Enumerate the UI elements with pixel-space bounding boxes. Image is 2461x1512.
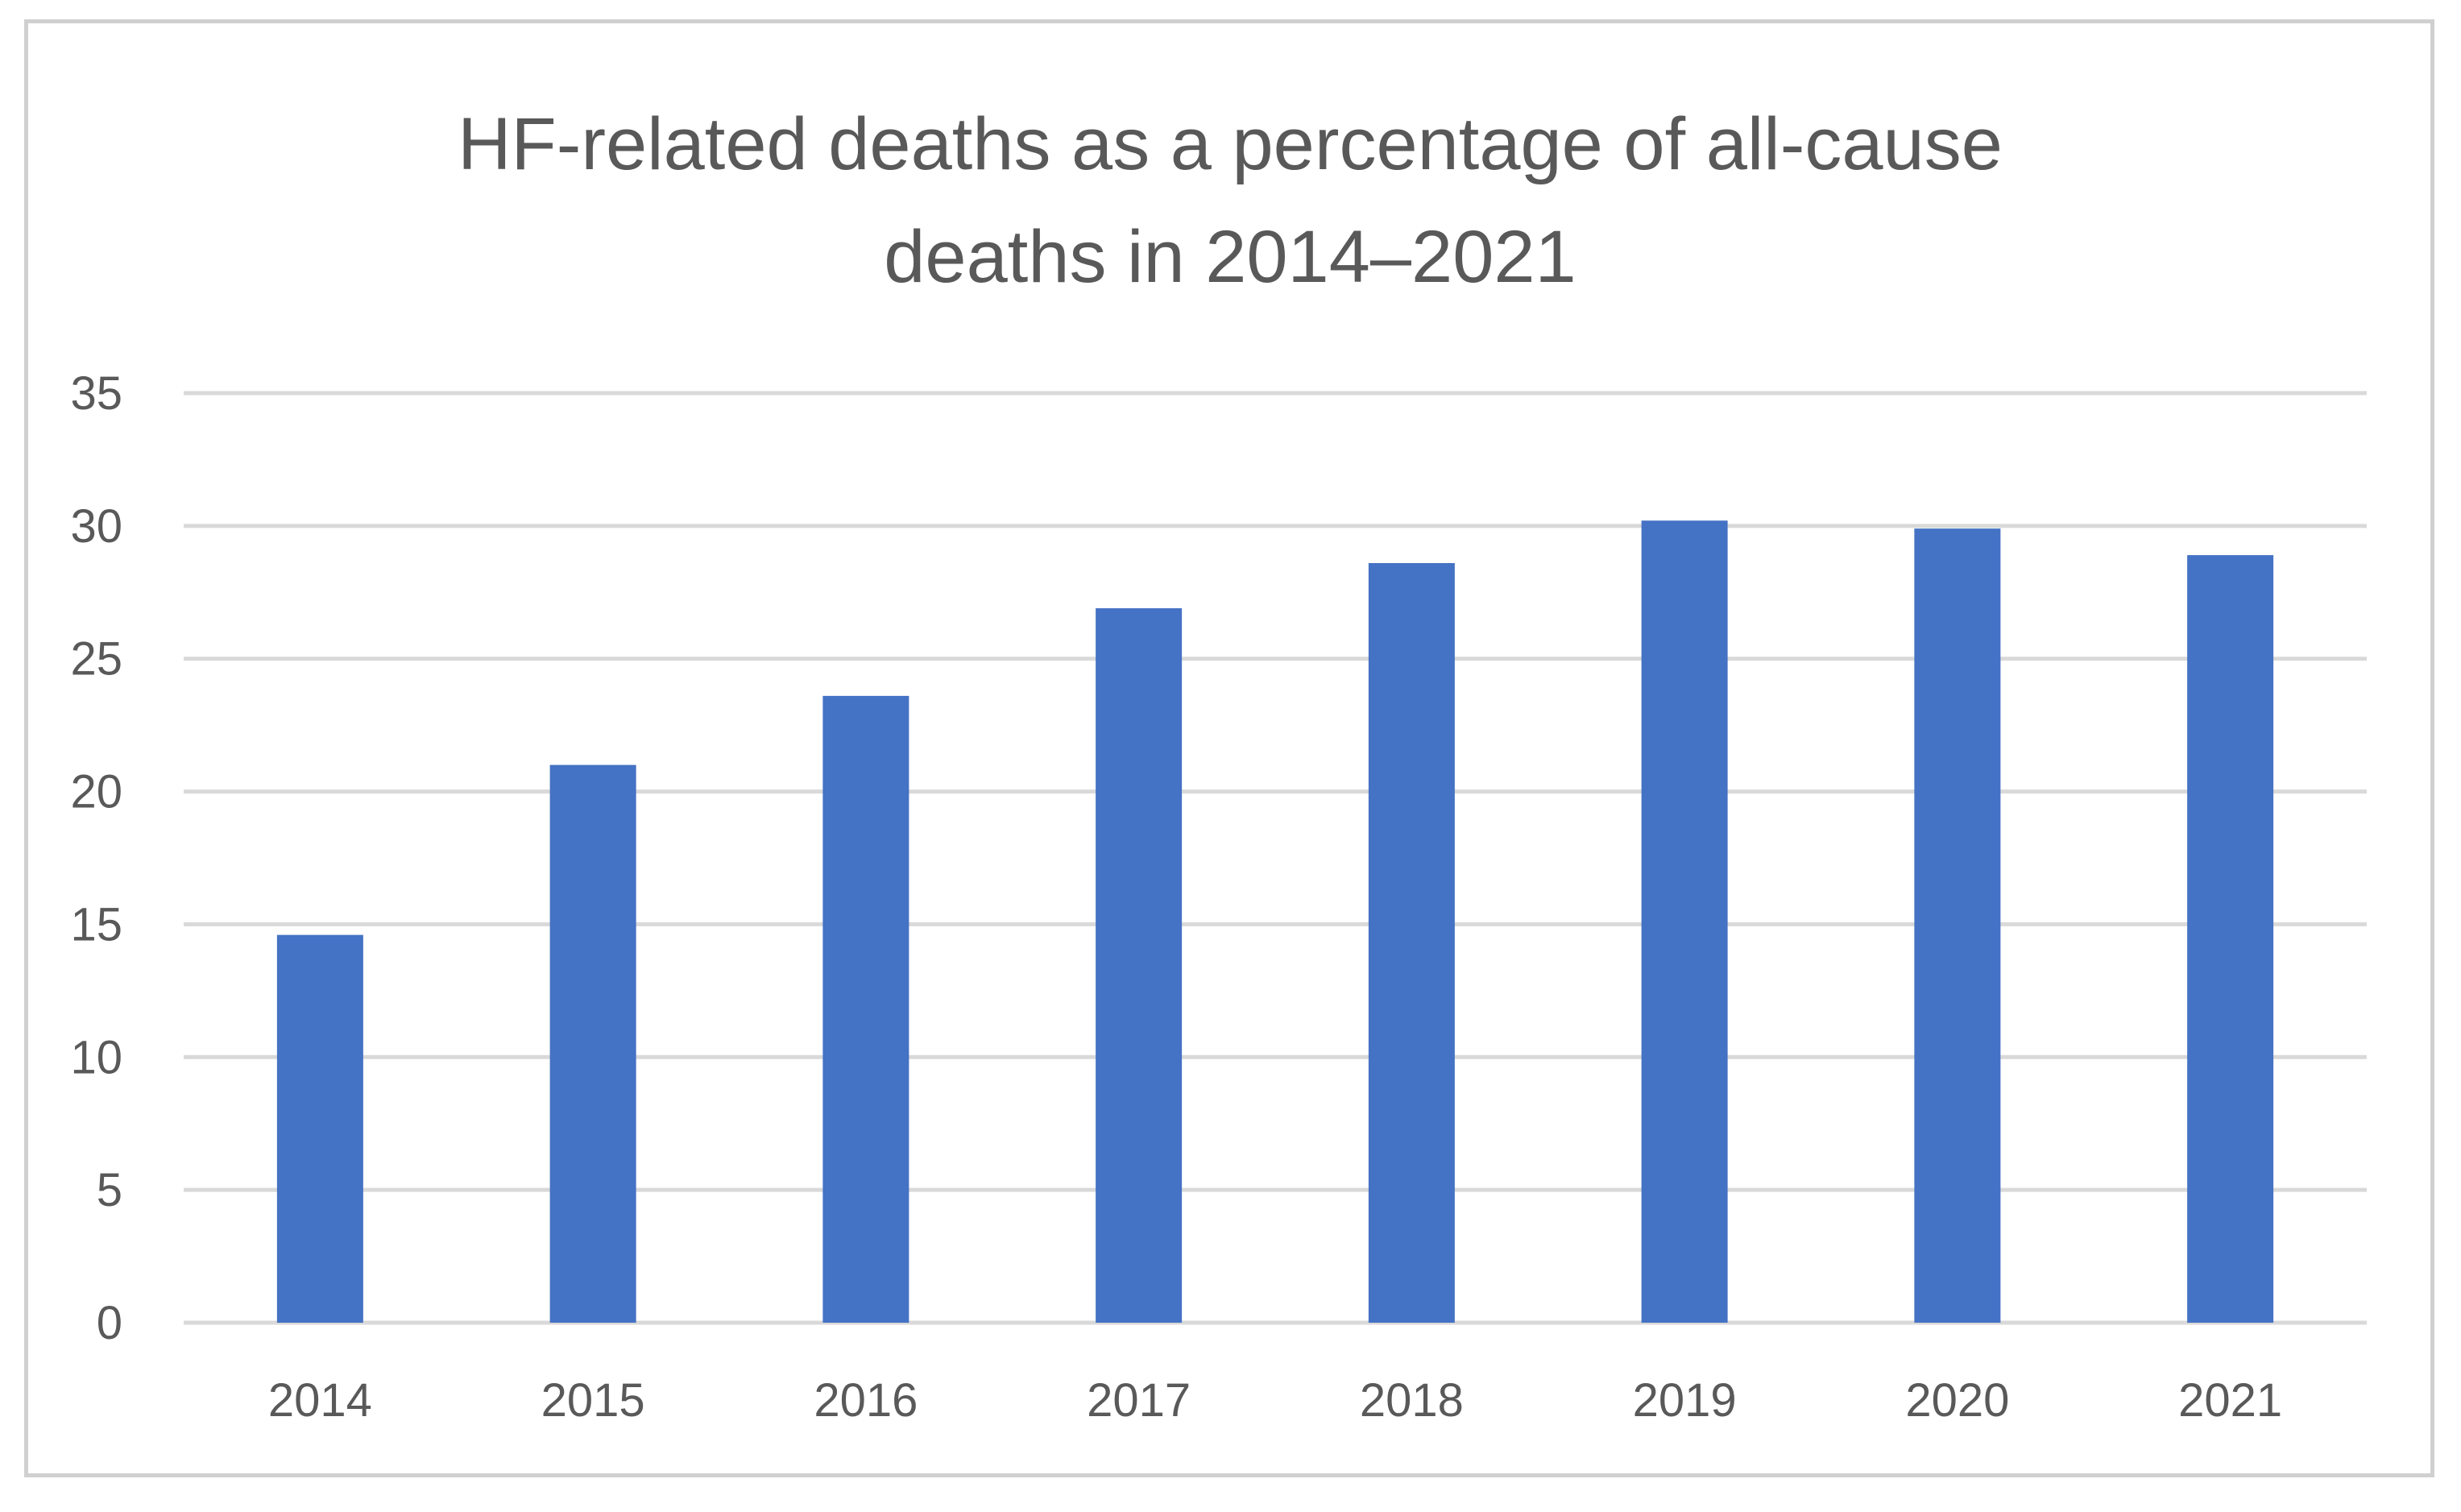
y-tick-label-25: 25 bbox=[70, 633, 122, 686]
bar-2021 bbox=[2187, 555, 2274, 1323]
y-tick-label-35: 35 bbox=[70, 367, 122, 420]
x-tick-label-2014: 2014 bbox=[268, 1374, 372, 1427]
x-tick-label-2017: 2017 bbox=[1087, 1374, 1191, 1427]
bar-2017 bbox=[1096, 608, 1183, 1323]
x-axis-ticks: 2014 2015 2016 2017 2018 2019 2020 2021 bbox=[268, 1374, 2282, 1427]
chart-title-line-2: deaths in 2014–2021 bbox=[884, 216, 1576, 298]
x-tick-label-2020: 2020 bbox=[1905, 1374, 2009, 1427]
y-tick-label-15: 15 bbox=[70, 898, 122, 951]
y-tick-label-5: 5 bbox=[97, 1164, 122, 1216]
bar-2016 bbox=[822, 695, 909, 1323]
x-tick-label-2021: 2021 bbox=[2178, 1374, 2282, 1427]
x-tick-label-2018: 2018 bbox=[1360, 1374, 1464, 1427]
y-axis-ticks: 0 5 10 15 20 25 30 35 bbox=[70, 367, 122, 1349]
bar-2015 bbox=[549, 764, 636, 1323]
bars bbox=[276, 520, 2274, 1323]
y-tick-label-30: 30 bbox=[70, 500, 122, 553]
x-tick-label-2019: 2019 bbox=[1633, 1374, 1737, 1427]
y-tick-label-0: 0 bbox=[97, 1297, 122, 1349]
y-tick-label-10: 10 bbox=[70, 1031, 122, 1083]
gridlines bbox=[184, 391, 2367, 1325]
bar-2014 bbox=[276, 934, 363, 1323]
bar-2020 bbox=[1914, 528, 2001, 1323]
bar-2019 bbox=[1641, 520, 1728, 1323]
chart-frame bbox=[24, 19, 2434, 1477]
chart-title-line-1: HF-related deaths as a percentage of all… bbox=[458, 103, 2003, 185]
y-tick-label-20: 20 bbox=[70, 766, 122, 818]
x-tick-label-2016: 2016 bbox=[814, 1374, 918, 1427]
bar-2018 bbox=[1368, 563, 1455, 1323]
x-tick-label-2015: 2015 bbox=[541, 1374, 645, 1427]
